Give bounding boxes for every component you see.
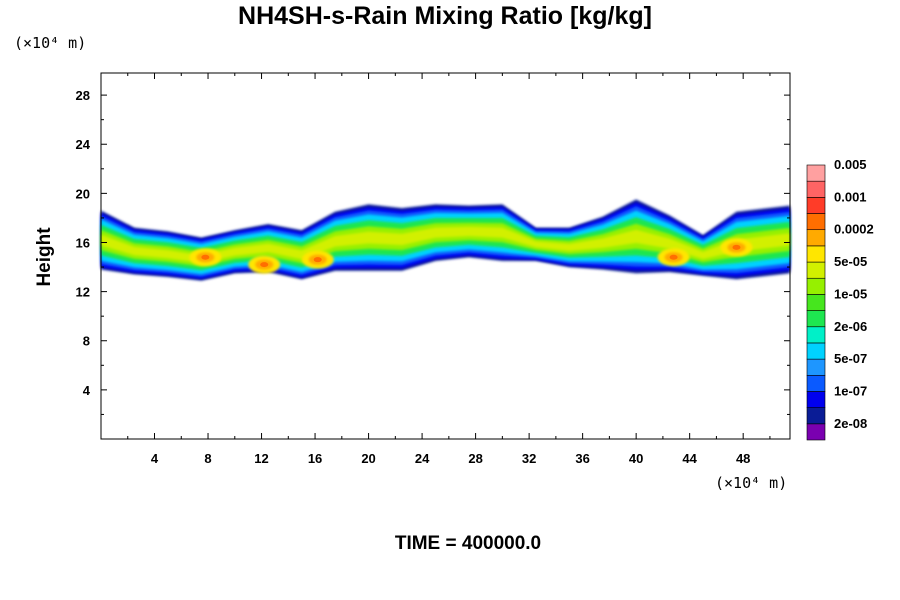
colorbar-label: 2e-08 xyxy=(834,416,867,431)
colorbar-swatch xyxy=(806,180,826,198)
y-tick-label: 8 xyxy=(83,334,90,349)
maximum-core xyxy=(313,257,322,263)
x-tick-label: 12 xyxy=(254,451,268,466)
colorbar-label: 5e-05 xyxy=(834,254,867,269)
x-tick-label: 8 xyxy=(204,451,211,466)
x-tick-label: 16 xyxy=(308,451,322,466)
colorbar-label: 0.0002 xyxy=(834,222,874,237)
x-tick-label: 48 xyxy=(736,451,750,466)
x-axis-unit: (×10⁴ m) xyxy=(715,474,787,492)
x-tick-label: 4 xyxy=(151,451,159,466)
y-tick-label: 4 xyxy=(83,383,91,398)
x-tick-label: 44 xyxy=(682,451,697,466)
colorbar-label: 2e-06 xyxy=(834,319,867,334)
y-tick-label: 16 xyxy=(76,235,90,250)
colorbar-swatch xyxy=(806,245,826,263)
maximum-core xyxy=(201,254,210,260)
colorbar-swatch xyxy=(806,358,826,376)
mixing-ratio-field xyxy=(101,199,790,281)
y-axis-unit: (×10⁴ m) xyxy=(14,34,86,52)
cloud-band xyxy=(101,222,790,267)
colorbar-swatch xyxy=(806,261,826,279)
colorbar-label: 1e-07 xyxy=(834,383,867,398)
x-tick-label: 36 xyxy=(575,451,589,466)
x-tick-label: 20 xyxy=(361,451,375,466)
maximum-core xyxy=(669,254,678,260)
colorbar-label: 1e-05 xyxy=(834,286,867,301)
time-label: TIME = 400000.0 xyxy=(395,533,541,554)
colorbar-swatch xyxy=(806,374,826,392)
colorbar-swatch xyxy=(806,423,826,441)
y-tick-label: 28 xyxy=(76,88,90,103)
colorbar-swatch xyxy=(806,277,826,295)
y-axis-label: Height xyxy=(34,227,55,287)
x-tick-label: 40 xyxy=(629,451,643,466)
y-tick-label: 12 xyxy=(76,285,90,300)
cloud-band-core xyxy=(101,226,790,263)
colorbar-swatch xyxy=(806,342,826,360)
colorbar-swatch xyxy=(806,310,826,328)
colorbar-swatch xyxy=(806,164,826,182)
colorbar-swatch xyxy=(806,229,826,247)
y-tick-label: 20 xyxy=(76,186,90,201)
colorbar-swatch xyxy=(806,197,826,214)
colorbar-label: 5e-07 xyxy=(834,351,867,366)
colorbar-swatch xyxy=(806,407,826,425)
maximum-core xyxy=(260,262,269,268)
colorbar-swatch xyxy=(806,213,826,231)
colorbar-label: 0.001 xyxy=(834,189,867,204)
maximum-core xyxy=(732,244,741,250)
colorbar-swatch xyxy=(806,326,826,344)
plot-frame xyxy=(100,72,791,440)
x-tick-label: 24 xyxy=(415,451,430,466)
x-tick-label: 32 xyxy=(522,451,536,466)
chart-title: NH4SH-s-Rain Mixing Ratio [kg/kg] xyxy=(238,2,652,30)
colorbar: 2e-08 1e-07 5e-07 2e-06 1e-05 5e-05 0.0002 0.00… xyxy=(806,157,874,441)
y-tick-label: 24 xyxy=(76,137,91,152)
colorbar-swatch xyxy=(806,391,826,408)
colorbar-swatch xyxy=(806,294,826,311)
x-tick-label: 28 xyxy=(468,451,482,466)
colorbar-label: 0.005 xyxy=(834,157,867,172)
